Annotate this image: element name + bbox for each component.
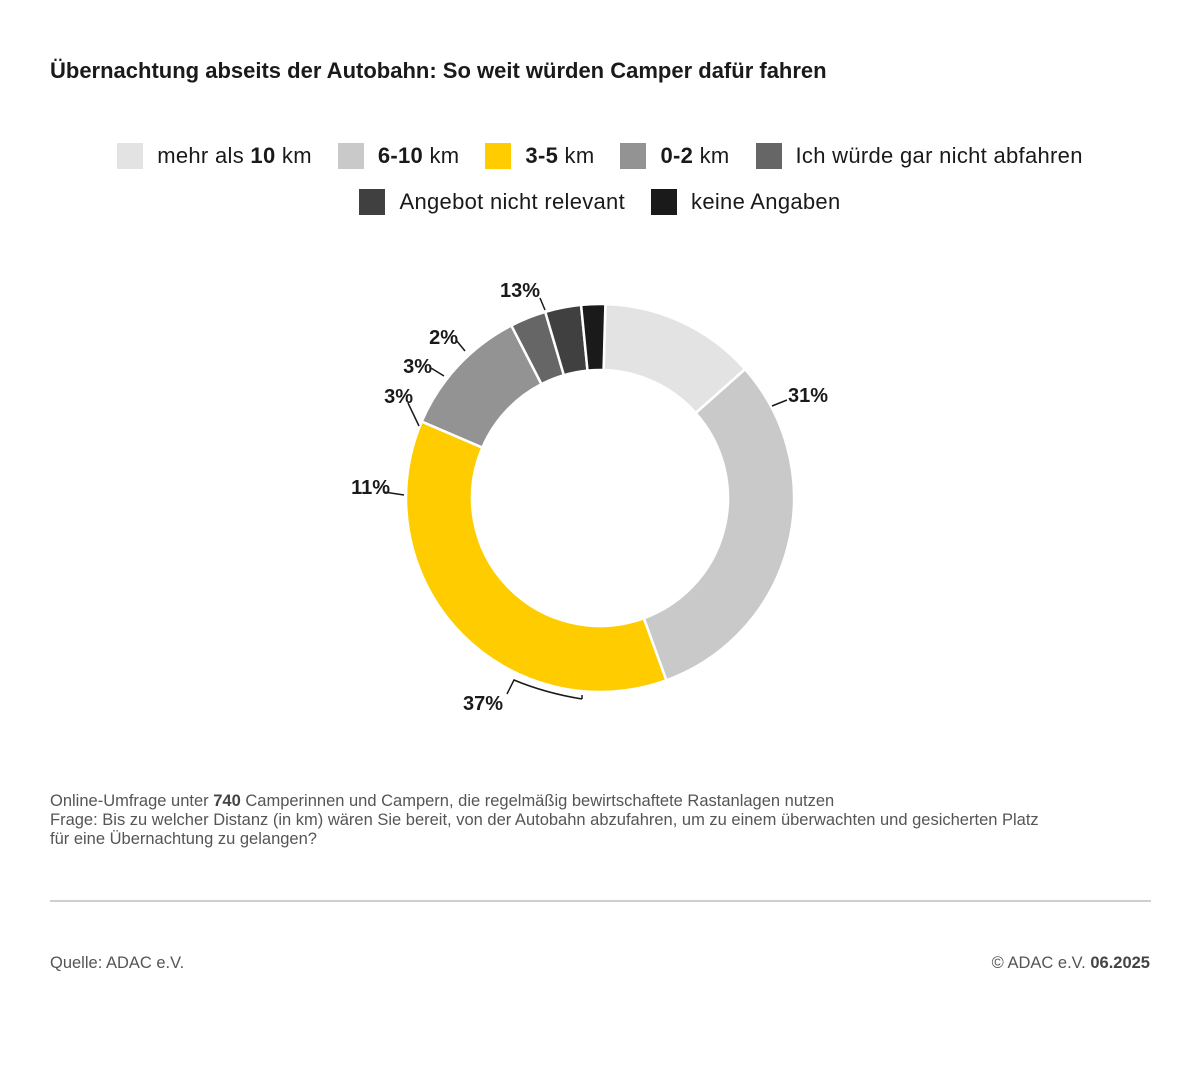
slice-label-angebot-nicht-relevant: 3% [403, 356, 432, 378]
legend-row-2: Angebot nicht relevant keine Angaben [0, 189, 1200, 215]
legend-swatch [620, 143, 647, 169]
legend-label: Ich würde gar nicht abfahren [795, 143, 1083, 168]
legend-swatch [651, 189, 678, 215]
leader-bracket [506, 679, 583, 700]
chart-title: Übernachtung abseits der Autobahn: So we… [50, 58, 827, 83]
legend-label: mehr als 10 km [157, 143, 312, 168]
survey-note: Online-Umfrage unter 740 Camperinnen und… [50, 792, 1160, 849]
legend-item-no-answer: keine Angaben [651, 189, 840, 215]
legend-item-6-10km: 6-10 km [337, 143, 460, 169]
legend-swatch [337, 143, 364, 169]
legend-row-1: mehr als 10 km 6-10 km 3-5 km 0-2 km Ich… [0, 143, 1200, 169]
leader-line [383, 491, 405, 496]
copyright-text: © ADAC e.V. 06.2025 [991, 954, 1150, 972]
legend-item-more-than-10km: mehr als 10 km [117, 143, 312, 169]
legend-swatch [117, 143, 144, 169]
leader-line [455, 339, 466, 352]
note-line-3: für eine Übernachtung zu gelangen? [50, 830, 317, 848]
legend-item-3-5km: 3-5 km [485, 143, 594, 169]
legend-swatch [485, 143, 512, 169]
donut-slice-3-5-km [404, 419, 668, 694]
slice-label-mehr-als-10-km: 13% [500, 280, 540, 302]
legend-label: 3-5 km [525, 143, 595, 168]
note-line-2: Frage: Bis zu welcher Distanz (in km) wä… [50, 811, 1039, 829]
note-line-1: Online-Umfrage unter 740 Camperinnen und… [50, 792, 835, 810]
legend-item-not-relevant: Angebot nicht relevant [359, 189, 625, 215]
slice-label-3-5-km: 37% [463, 693, 503, 715]
slice-label-0-2-km: 11% [351, 477, 390, 499]
legend-label: keine Angaben [691, 189, 841, 214]
leader-line [771, 399, 788, 407]
leader-line [407, 402, 420, 427]
legend-label: 0-2 km [660, 143, 730, 168]
legend-item-0-2km: 0-2 km [620, 143, 729, 169]
legend-swatch [359, 189, 386, 215]
divider [50, 900, 1151, 902]
leader-line [539, 297, 546, 311]
slice-label-6-10-km: 31% [788, 385, 828, 407]
slice-label-ich-w-rde-gar-nicht-abfahren: 3% [384, 386, 413, 408]
donut-slice-6-10-km [642, 367, 796, 682]
source-text: Quelle: ADAC e.V. [50, 954, 185, 972]
donut-chart: 13% 31% 37% 11% 3% 3% 2% [351, 280, 828, 715]
leader-line [430, 367, 445, 377]
legend-swatch [755, 143, 782, 169]
donut-slice-keine-angaben [579, 302, 607, 372]
slice-label-keine-angaben: 2% [429, 327, 458, 349]
legend-label: Angebot nicht relevant [399, 189, 626, 214]
legend-label: 6-10 km [377, 143, 460, 168]
legend-item-would-not-exit: Ich würde gar nicht abfahren [755, 143, 1083, 169]
